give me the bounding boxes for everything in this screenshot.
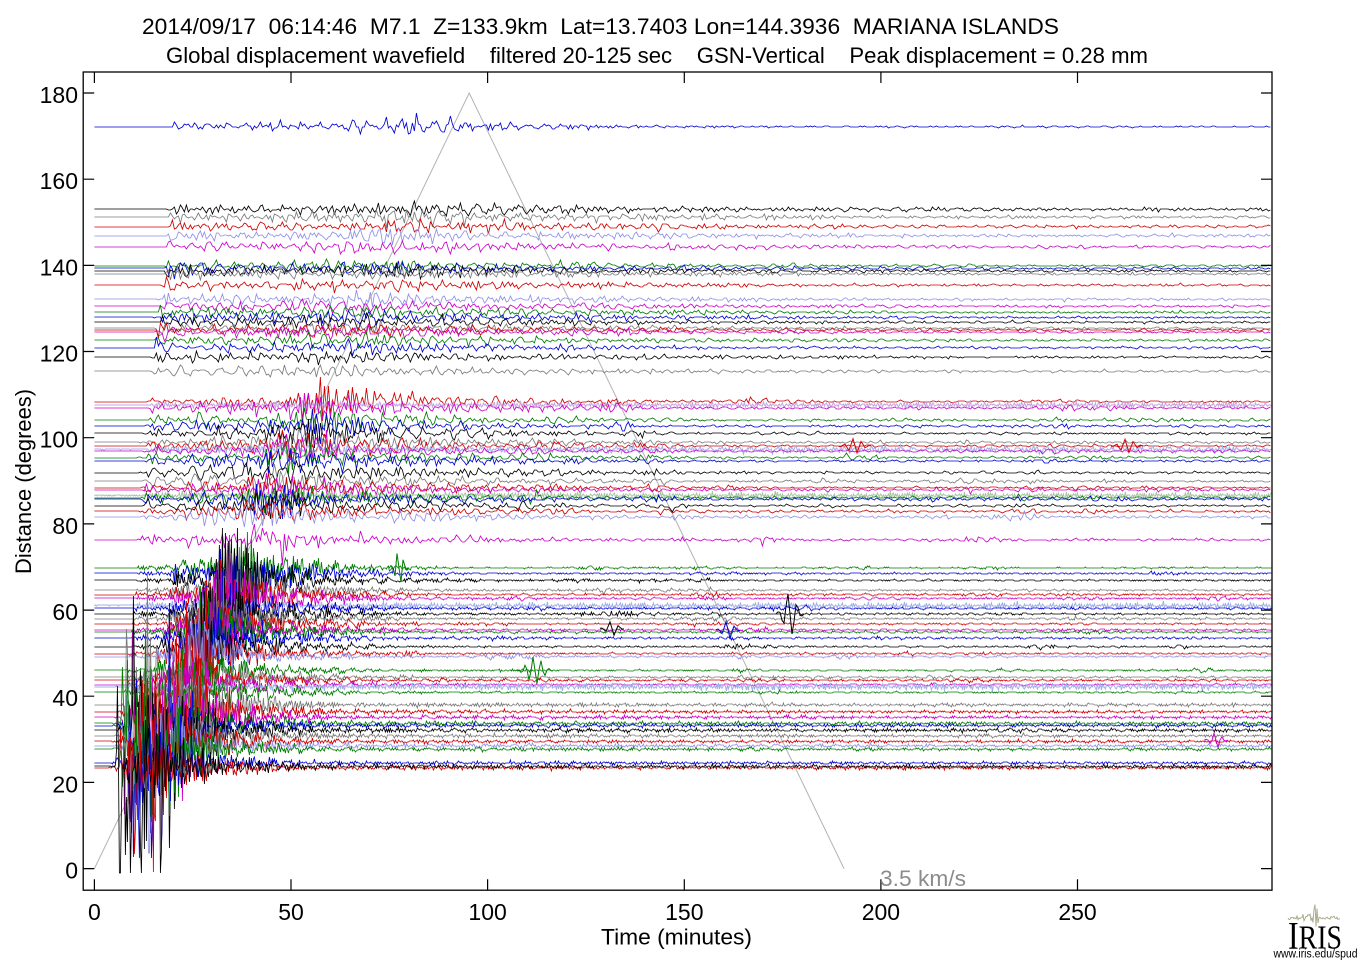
svg-text:80: 80 — [52, 513, 78, 539]
svg-text:0: 0 — [88, 899, 101, 925]
svg-text:50: 50 — [278, 899, 304, 925]
svg-text:40: 40 — [52, 685, 78, 711]
svg-text:Time (minutes): Time (minutes) — [601, 925, 752, 950]
svg-text:200: 200 — [862, 899, 900, 925]
svg-text:250: 250 — [1058, 899, 1096, 925]
svg-text:20: 20 — [52, 771, 78, 797]
svg-text:100: 100 — [40, 427, 78, 453]
svg-text:180: 180 — [40, 82, 78, 108]
svg-text:Global displacement wavefield: Global displacement wavefield filtered 2… — [166, 43, 1148, 68]
svg-text:120: 120 — [40, 341, 78, 367]
svg-text:0: 0 — [65, 858, 78, 884]
svg-text:2014/09/17 06:14:46 M7.1 Z=: 2014/09/17 06:14:46 M7.1 Z=133.9km Lat=1… — [142, 14, 1059, 39]
svg-text:3.5 km/s: 3.5 km/s — [880, 866, 966, 891]
svg-text:150: 150 — [665, 899, 703, 925]
svg-text:IRIS: IRIS — [1288, 915, 1342, 958]
svg-text:60: 60 — [52, 599, 78, 625]
svg-text:160: 160 — [40, 168, 78, 194]
svg-text:www.iris.edu/spud: www.iris.edu/spud — [1273, 949, 1358, 961]
svg-text:100: 100 — [468, 899, 506, 925]
svg-text:140: 140 — [40, 254, 78, 280]
svg-text:Distance (degrees): Distance (degrees) — [11, 389, 36, 574]
